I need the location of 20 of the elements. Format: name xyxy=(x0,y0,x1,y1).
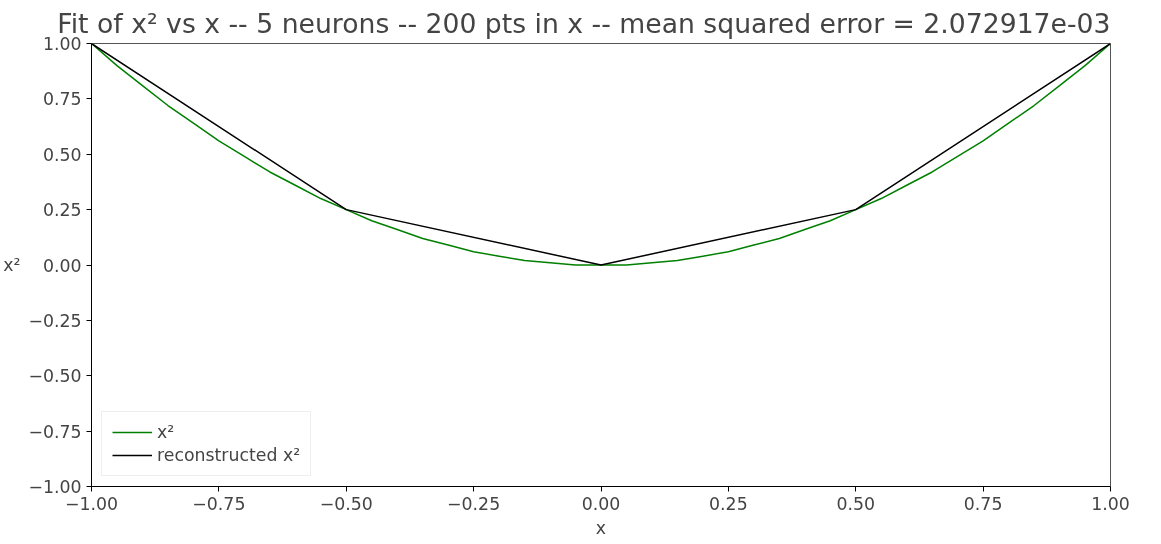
x-tick-label: −0.75 xyxy=(192,493,246,514)
x-axis-title: x xyxy=(595,517,607,538)
y-tick-label: 0.75 xyxy=(42,89,82,110)
x-tick-label: 0.00 xyxy=(581,493,621,514)
y-axis-title: x² xyxy=(3,255,21,275)
legend-label: x² xyxy=(157,422,176,442)
x-tick-label: −0.50 xyxy=(319,493,373,514)
x-tick-label: 0.75 xyxy=(963,493,1003,514)
x-tick-label: 0.25 xyxy=(709,493,748,514)
x-tick-label: 1.00 xyxy=(1091,493,1130,514)
y-tick-label: 0.25 xyxy=(42,200,82,221)
y-tick-label: −0.75 xyxy=(28,421,82,442)
x-tick-label: 0.50 xyxy=(836,493,876,514)
legend-label: reconstructed x² xyxy=(157,445,301,465)
y-tick-label: −0.50 xyxy=(28,366,82,387)
y-tick-label: 1.00 xyxy=(42,34,82,54)
x-tick-label: −0.25 xyxy=(447,493,501,514)
y-tick-label: 0.00 xyxy=(42,255,82,276)
y-tick-label: 0.50 xyxy=(42,144,82,165)
y-tick-label: −0.25 xyxy=(28,310,82,331)
